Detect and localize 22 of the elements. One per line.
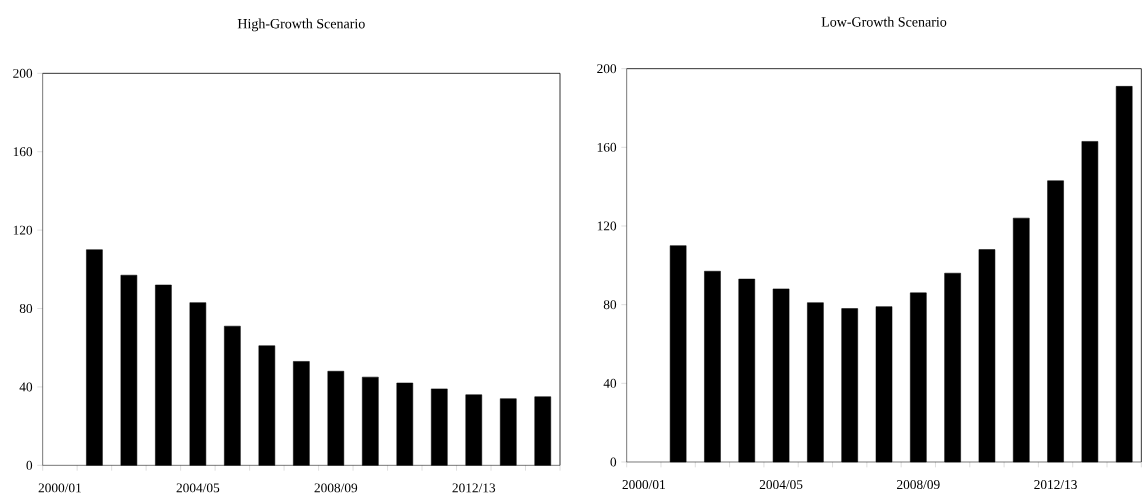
x-tick-label: 2004/05 xyxy=(759,480,803,490)
x-tick-label: 2008/09 xyxy=(314,483,358,493)
x-tick-label: 2012/13 xyxy=(1034,480,1077,490)
y-tick-label: 80 xyxy=(19,304,33,314)
y-tick-label: 0 xyxy=(610,457,617,467)
y-tick-label: 120 xyxy=(597,221,617,231)
y-tick-label: 200 xyxy=(597,64,617,74)
y-tick-label: 40 xyxy=(19,382,33,392)
y-tick-label: 160 xyxy=(597,142,617,152)
y-tick-label: 160 xyxy=(13,147,33,157)
y-tick-label: 40 xyxy=(603,378,617,388)
chart-title: High-Growth Scenario xyxy=(237,18,365,32)
x-tick-label: 2000/01 xyxy=(38,483,81,493)
y-tick-label: 80 xyxy=(603,300,617,310)
x-tick-label: 2004/05 xyxy=(176,483,220,493)
x-tick-label: 2008/09 xyxy=(897,480,940,490)
x-tick-label: 2000/01 xyxy=(622,480,665,490)
y-tick-label: 120 xyxy=(13,225,33,235)
y-tick-label: 0 xyxy=(26,460,33,470)
y-tick-label: 200 xyxy=(13,68,33,78)
x-tick-label: 2012/13 xyxy=(452,483,496,493)
chart-title: Low-Growth Scenario xyxy=(821,16,947,27)
